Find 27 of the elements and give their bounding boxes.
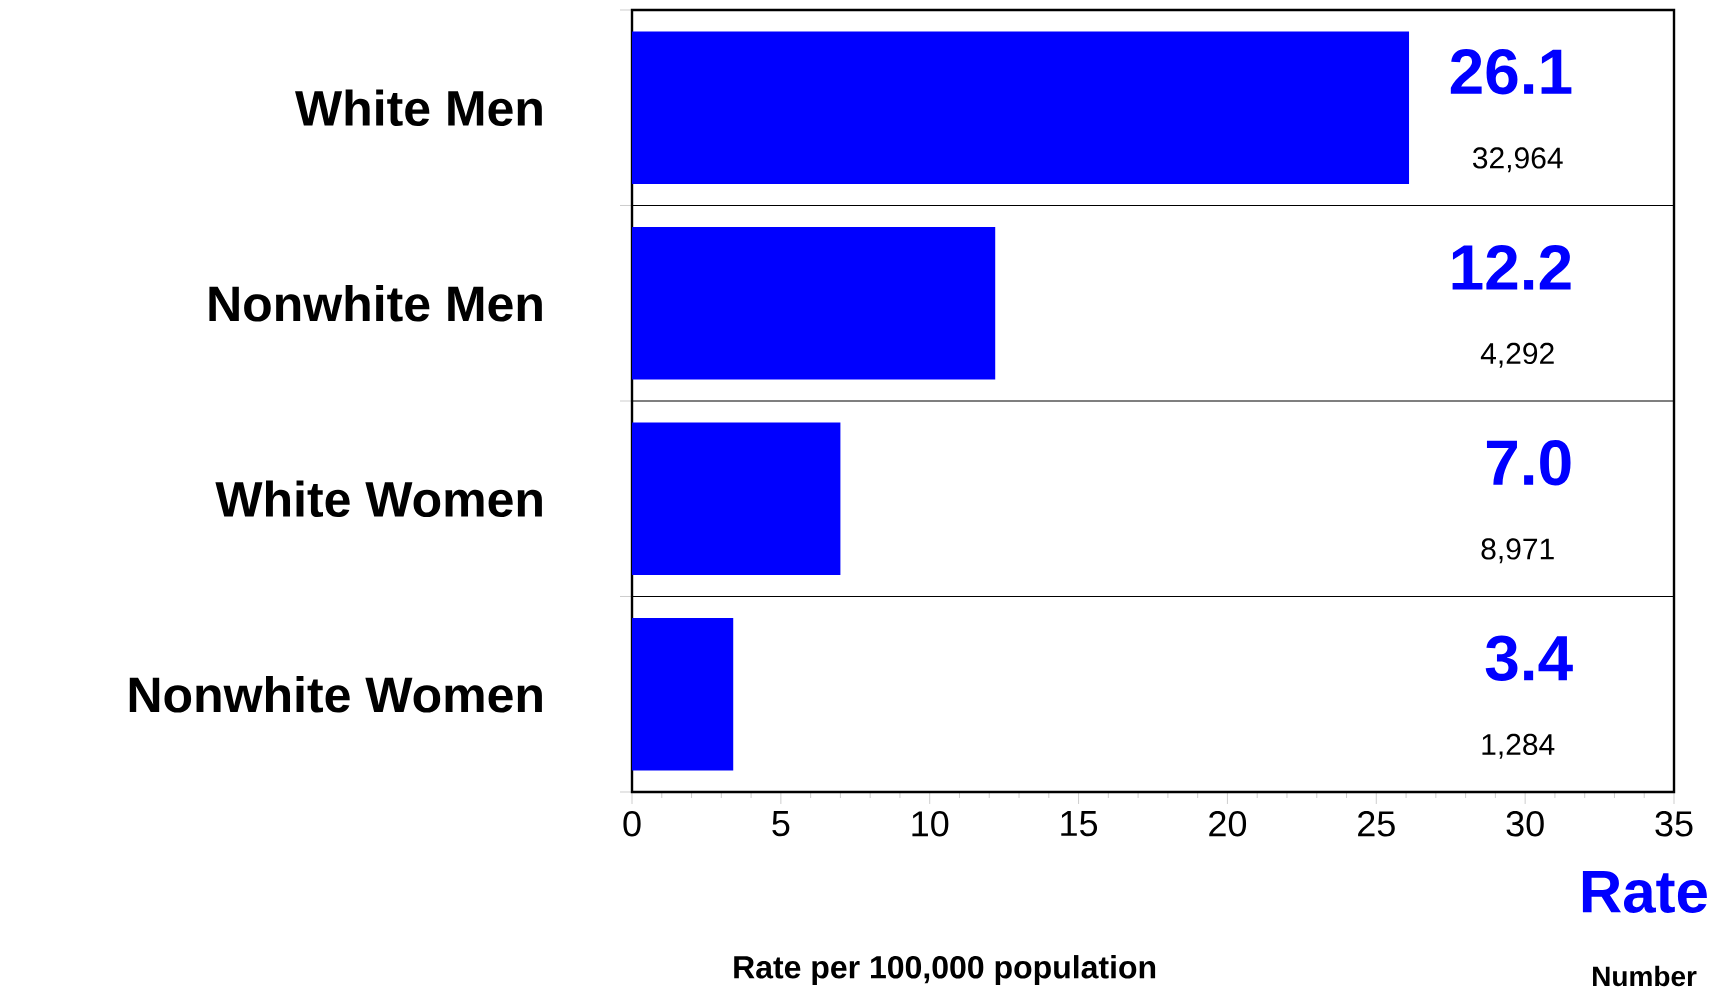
data-label: 7.0 [1486, 440, 1571, 486]
annotation: 32,964 [1472, 147, 1563, 173]
annotation: 4,292 [1480, 342, 1554, 368]
x-tick-label: 35 [1655, 811, 1693, 837]
y-tick-label: White Women [215, 480, 542, 518]
bar [632, 31, 1410, 184]
x-tick-label: 0 [623, 811, 641, 837]
x-tick-label: 15 [1061, 811, 1098, 837]
x-tick-label: 5 [772, 811, 790, 837]
annotation: 8,971 [1481, 538, 1554, 564]
y-tick-label: White Men [295, 89, 542, 127]
x-tick-label: 30 [1506, 811, 1544, 837]
bar [632, 618, 734, 771]
data-label: 26.1 [1450, 49, 1572, 95]
data-label: 12.2 [1452, 244, 1571, 290]
data-label: 3.4 [1485, 635, 1573, 681]
text: Rate [1582, 871, 1707, 913]
annotation: 1,284 [1482, 733, 1555, 759]
x-tick-label: 10 [912, 811, 949, 837]
bar [632, 422, 841, 575]
text: Number [1593, 965, 1697, 987]
y-tick-label: Nonwhite Women [129, 675, 542, 713]
y-tick-label: Nonwhite Men [209, 284, 542, 322]
bar [632, 227, 996, 380]
x-tick-label: 25 [1358, 811, 1395, 837]
x-axis-title: Rate per 100,000 population [734, 955, 1156, 985]
x-tick-label: 20 [1209, 811, 1247, 837]
